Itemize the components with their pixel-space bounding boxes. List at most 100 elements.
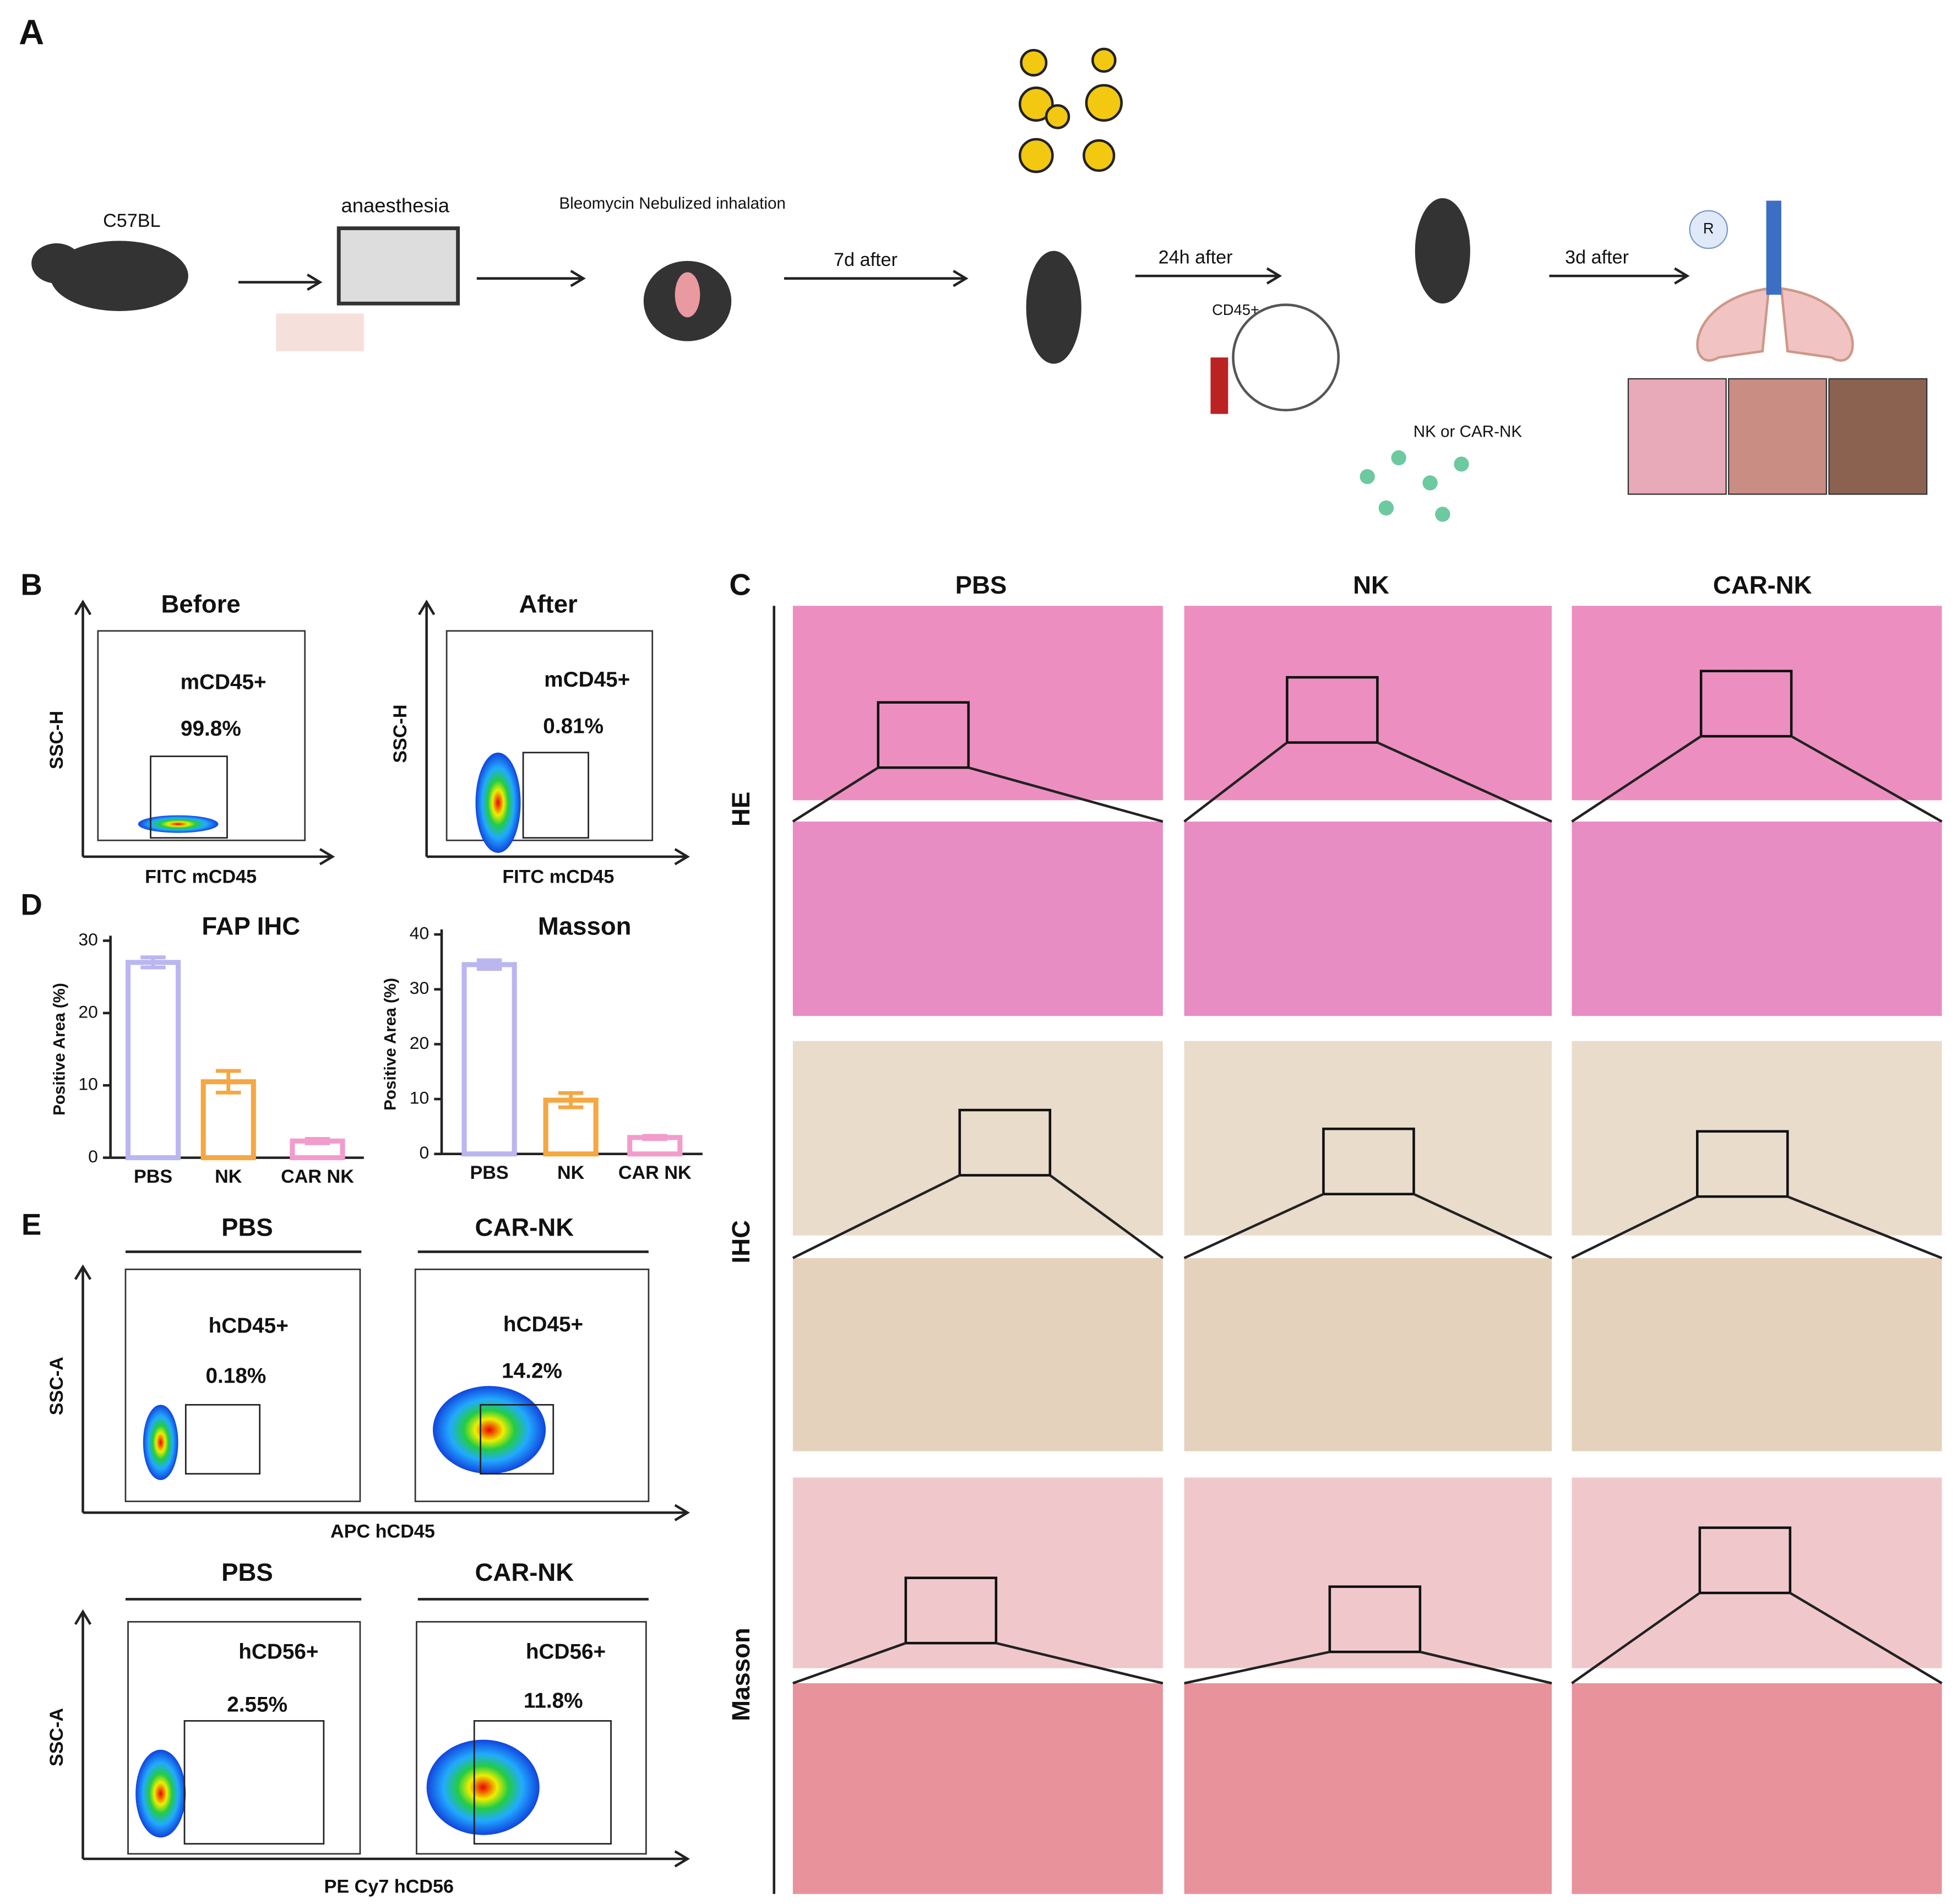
label: C57BL xyxy=(103,210,160,231)
y-tick-label: 10 xyxy=(410,1088,429,1108)
histology-image xyxy=(1184,1041,1552,1236)
label: Bleomycin Nebulized inhalation xyxy=(559,194,785,213)
panel-label: A xyxy=(19,13,44,52)
zoom-box xyxy=(1286,676,1379,744)
chart-title: Masson xyxy=(538,912,632,940)
y-axis-label: SSC-A xyxy=(46,1708,67,1766)
plot-frame xyxy=(445,630,654,841)
label: R xyxy=(1703,220,1714,237)
plot-title: After xyxy=(519,590,578,618)
population xyxy=(143,1405,178,1481)
arrow-head xyxy=(674,1504,690,1521)
rule xyxy=(968,766,1164,823)
histology-zoom xyxy=(1184,1683,1552,1894)
plot-title: CAR-NK xyxy=(475,1558,574,1586)
error-bar xyxy=(558,1091,584,1109)
rule xyxy=(1571,1592,1701,1684)
histology-zoom xyxy=(792,1258,1163,1451)
arrow-head xyxy=(319,848,335,866)
bar xyxy=(290,1138,345,1161)
arrow-head xyxy=(307,273,323,291)
plot-title: PBS xyxy=(221,1213,273,1241)
rule xyxy=(1571,1195,1698,1259)
arrow-head xyxy=(674,1850,690,1868)
chart-title: FAP IHC xyxy=(202,912,300,940)
histology-zoom xyxy=(792,1683,1163,1894)
gate xyxy=(150,755,228,839)
gate-label: hCD45+ xyxy=(503,1313,583,1336)
histology-image xyxy=(1184,1477,1552,1668)
row-title: HE xyxy=(727,792,755,826)
histology-zoom xyxy=(1572,822,1942,1016)
column-title: PBS xyxy=(955,571,1007,599)
histology-image xyxy=(1572,606,1942,801)
panel-label: E xyxy=(21,1207,41,1241)
x-tick-label: CAR NK xyxy=(281,1166,354,1187)
y-axis-label: Positive Area (%) xyxy=(50,983,68,1116)
population xyxy=(433,1386,546,1474)
histology-image xyxy=(792,606,1163,801)
column-title: CAR-NK xyxy=(1713,571,1812,599)
rule xyxy=(1789,1592,1943,1685)
y-tick-label: 0 xyxy=(420,1143,430,1162)
gate-label: mCD45+ xyxy=(544,668,630,692)
plot-frame xyxy=(127,1621,361,1855)
arrow-head xyxy=(418,600,436,616)
label: 3d after xyxy=(1565,247,1629,268)
rule xyxy=(1183,1193,1324,1259)
panel-label: D xyxy=(20,888,42,921)
gate-label: hCD45+ xyxy=(209,1314,289,1337)
zoom-box xyxy=(904,1576,998,1645)
rule xyxy=(1413,1193,1553,1259)
x-tick-label: NK xyxy=(215,1166,242,1187)
zoom-box xyxy=(877,701,970,769)
rule xyxy=(1420,1650,1552,1685)
gate xyxy=(183,1720,325,1845)
plot-frame xyxy=(414,1268,650,1503)
row-title: Masson xyxy=(727,1628,755,1721)
gate xyxy=(480,1403,555,1475)
arrow-head xyxy=(1674,267,1690,285)
rule xyxy=(792,1642,906,1685)
x-axis-label: FITC mCD45 xyxy=(145,867,257,888)
rule xyxy=(792,1174,960,1259)
error-bar xyxy=(140,955,166,970)
rule xyxy=(1791,735,1943,823)
x-axis-label: FITC mCD45 xyxy=(502,867,614,888)
population xyxy=(135,1749,186,1838)
zoom-box xyxy=(1696,1130,1789,1198)
population xyxy=(426,1739,540,1835)
y-tick-label: 20 xyxy=(410,1033,429,1053)
y-axis-label: SSC-H xyxy=(390,704,411,763)
y-tick-label: 0 xyxy=(88,1146,98,1166)
gate-percent: 11.8% xyxy=(524,1689,583,1712)
histology-image xyxy=(1572,1041,1942,1236)
row-title: IHC xyxy=(727,1220,755,1263)
gate-label: mCD45+ xyxy=(181,671,267,694)
zoom-box xyxy=(1698,1526,1792,1595)
error-bar xyxy=(642,1134,668,1141)
error-bar xyxy=(215,1069,241,1095)
gate-label: hCD56+ xyxy=(238,1640,318,1664)
histology-zoom xyxy=(1572,1683,1942,1894)
panel-label: C xyxy=(729,568,751,602)
gate xyxy=(473,1720,612,1845)
histology-image xyxy=(1184,606,1552,801)
zoom-box xyxy=(1328,1585,1422,1653)
error-bar xyxy=(305,1137,330,1145)
rule xyxy=(1377,741,1552,823)
arrow-head xyxy=(953,270,969,287)
plot-frame xyxy=(416,1621,647,1855)
bar xyxy=(125,960,181,1161)
arrow-head xyxy=(74,600,92,616)
panel-a-art xyxy=(31,47,1928,522)
y-tick-label: 30 xyxy=(410,978,429,998)
y-axis-label: Positive Area (%) xyxy=(382,978,400,1111)
arrow-head xyxy=(74,1609,92,1625)
label: anaesthesia xyxy=(341,194,449,216)
histology-zoom xyxy=(1184,822,1552,1016)
y-tick-label: 10 xyxy=(78,1074,97,1094)
y-tick-label: 40 xyxy=(410,923,429,943)
gate-percent: 0.81% xyxy=(543,714,604,738)
label: 24h after xyxy=(1159,247,1233,268)
